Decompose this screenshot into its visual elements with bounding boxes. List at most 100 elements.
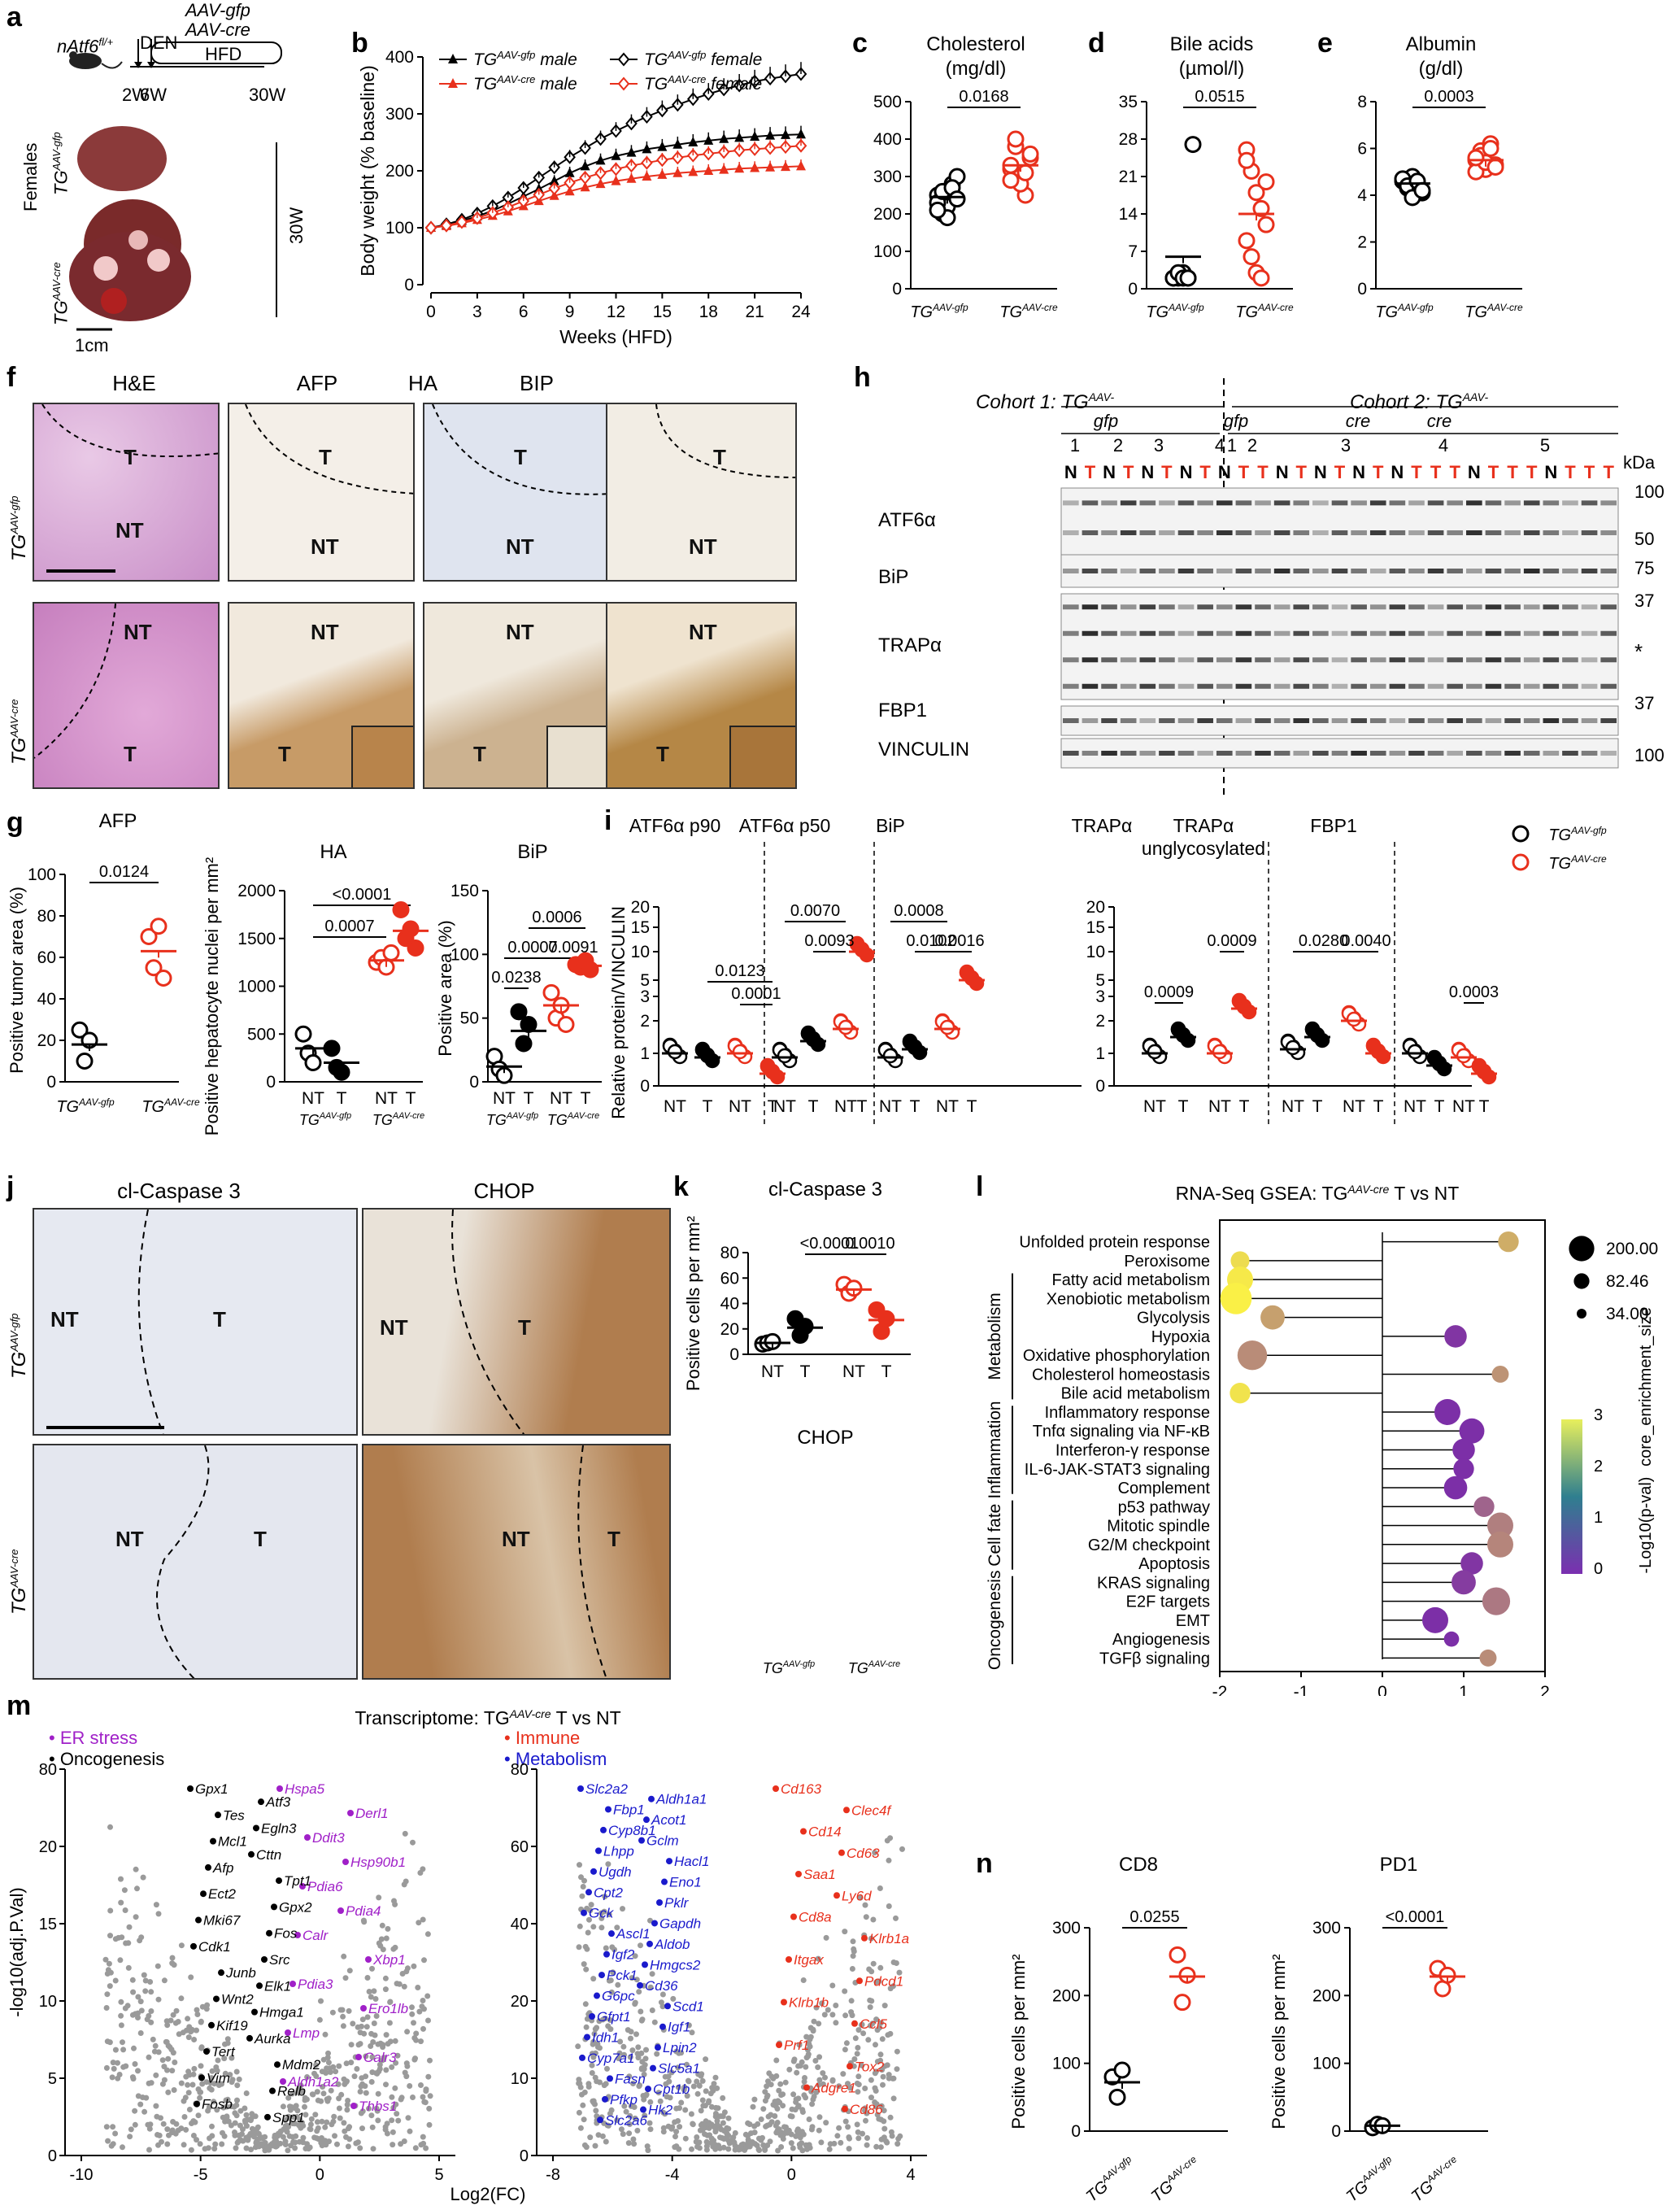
blot-band [1139, 718, 1156, 723]
m-right-pt [807, 2033, 814, 2040]
m-left-pt [195, 2086, 202, 2092]
m-right-pt [694, 2134, 700, 2140]
m-red-gene: Ly6d [842, 1888, 872, 1903]
blot-band [1581, 530, 1598, 535]
m-left-pt [314, 2128, 320, 2134]
m-left-pt [363, 2053, 369, 2060]
m-left-pt [183, 2073, 189, 2080]
m-right-pt [604, 2065, 610, 2072]
blot-band [1235, 530, 1252, 535]
m-left-pt [252, 2113, 259, 2120]
l-pathway-5: Hypoxia [1151, 1328, 1211, 1346]
blot-band [1389, 604, 1406, 610]
m-red-dot [838, 1849, 845, 1856]
m-left-pt [345, 2098, 351, 2103]
b-marker-3 [455, 215, 468, 229]
m-left-pt [190, 2071, 197, 2077]
m-left-pt [191, 2065, 198, 2072]
n-y-1-tick-label: 0 [1331, 2122, 1341, 2141]
i-point [939, 1019, 955, 1035]
m-right-pt [890, 1983, 896, 1990]
blot-band [1389, 500, 1406, 506]
blot-band [1312, 718, 1329, 723]
n-y-0-tick-label: 300 [1052, 1919, 1081, 1938]
m-left-pt [384, 2130, 390, 2137]
i-xtick: NT [936, 1097, 959, 1116]
m-right-pt [628, 2029, 634, 2035]
blot-band [1273, 604, 1290, 610]
m-left-pt [251, 2129, 258, 2136]
m-left-pt [358, 2110, 364, 2116]
m-left-pt [243, 2145, 250, 2151]
kda-label: kDa [1623, 452, 1656, 473]
m-blue-dot [607, 2075, 613, 2082]
ha-gfp-t: T [514, 445, 527, 469]
m-left-pt [372, 2032, 378, 2038]
m-purple-dot [280, 2078, 286, 2085]
m-left-pt [137, 2030, 144, 2036]
m-left-pt [344, 2107, 350, 2113]
i-tick-label-r: 3 [1095, 987, 1105, 1006]
k-y-0-tick-label: 20 [720, 1320, 739, 1339]
blot-band [1523, 718, 1540, 723]
m-red-gene: Adgre1 [811, 2081, 856, 2096]
m-left-pt [337, 2007, 344, 2013]
m-blue-dot [640, 2106, 646, 2113]
i-tick-label-r: 0 [1095, 1077, 1105, 1096]
m-left-pt [426, 2105, 433, 2112]
m-right-pt [797, 2134, 803, 2141]
m-left-pt [227, 2072, 233, 2078]
blot-band [1216, 657, 1233, 663]
chart-e-y-tick-label: 2 [1357, 233, 1367, 252]
m-left-pt [122, 1907, 128, 1913]
i-point [1370, 1044, 1386, 1060]
m-left-pt [169, 2068, 176, 2074]
g-ha-xtick: T [406, 1089, 416, 1108]
m-right-pt [823, 1934, 829, 1941]
m-left-pt [340, 2023, 346, 2029]
m-right-pt [590, 1924, 597, 1930]
l-dot-12 [1453, 1458, 1474, 1480]
m-right-pt [603, 1945, 609, 1951]
casp-gfp-t: T [213, 1307, 226, 1332]
m-right-pt [862, 2086, 868, 2091]
chart-d-y-tick-label: 21 [1119, 168, 1138, 186]
b-xlabel: Weeks (HFD) [559, 326, 672, 347]
m-left-pt [358, 2083, 364, 2090]
g-afp-y-tick-label: 100 [28, 865, 56, 884]
sex-label: Females [20, 142, 41, 211]
m-left-pt [392, 1944, 398, 1951]
blot-band [1197, 530, 1213, 535]
g-bip-2-point [557, 1016, 575, 1033]
g-bip-3-p-value: 0.0091 [548, 939, 598, 957]
m-right-pt [894, 2141, 901, 2147]
m-right-pt [577, 1862, 582, 1868]
m-left-pt [329, 2121, 335, 2128]
m-left-pt [344, 2102, 350, 2108]
blot-band [1235, 657, 1252, 663]
m-right-pt [762, 2089, 768, 2095]
m-left-pt [418, 2082, 424, 2088]
blot-band [1447, 683, 1464, 689]
m-right-pt [703, 2056, 709, 2063]
chart-e-xlabel-cre: TGAAV-cre [1465, 302, 1523, 321]
l-pathway-12: IL-6-JAK-STAT3 signaling [1025, 1461, 1210, 1479]
blot-band [1369, 569, 1386, 573]
m-left-pt [376, 2061, 383, 2068]
m-right-pt [675, 2084, 681, 2090]
blot-band [1485, 500, 1502, 506]
m-left-pt [298, 2125, 304, 2131]
m-left-pt [194, 2137, 199, 2143]
lane-11: N [1276, 462, 1289, 482]
m-red-gene: Cd63 [847, 1846, 880, 1861]
g-ha-y-tick-label: 1500 [237, 930, 276, 948]
m-left-pt [103, 2005, 110, 2011]
micro-casp-cre: NT T [33, 1444, 358, 1680]
micro-chop-cre: NT T [362, 1444, 671, 1680]
m-purple-gene: Xbp1 [372, 1952, 406, 1968]
blot-band [1293, 630, 1310, 636]
blot-band [1101, 530, 1117, 535]
m-left-pt [244, 2123, 250, 2129]
m-right-pt [877, 2051, 884, 2058]
m-black-dot [248, 1850, 255, 1858]
